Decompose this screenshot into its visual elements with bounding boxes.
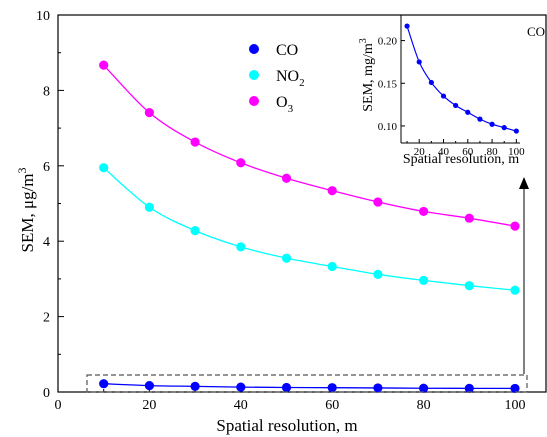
data-point-no2: [373, 269, 383, 279]
inset-label: CO: [527, 24, 545, 39]
legend-marker-o3: [249, 96, 259, 106]
x-axis-label: Spatial resolution, m: [216, 416, 357, 435]
legend-label-co: CO: [276, 42, 298, 59]
x-tick-label: 20: [142, 398, 156, 413]
x-tick-label: 0: [55, 398, 62, 413]
data-point-co: [190, 381, 200, 391]
data-point-o3: [373, 197, 383, 207]
inset-data-point: [477, 116, 483, 122]
inset-data-point: [513, 128, 519, 134]
y-axis-label-sup: 3: [15, 167, 29, 173]
legend: CO NO2 O3: [249, 42, 305, 115]
data-point-no2: [99, 163, 109, 173]
data-point-co: [419, 383, 429, 393]
data-point-o3: [419, 206, 429, 217]
inset-y-axis-label: SEM, mg/m3: [358, 38, 376, 111]
data-point-no2: [144, 202, 155, 212]
data-point-co: [373, 383, 383, 393]
legend-marker-co: [249, 44, 259, 54]
inset-y-tick-label: 0.15: [378, 78, 398, 90]
y-tick-label: 2: [43, 311, 50, 326]
inset-x-tick-label: 60: [462, 146, 474, 158]
inset-data-point: [489, 121, 495, 127]
inset-data-point: [453, 102, 459, 109]
data-point-o3: [190, 137, 200, 147]
y-axis-label: SEM, μg/m3: [15, 167, 37, 252]
data-point-co: [464, 383, 474, 393]
data-point-co: [327, 383, 337, 393]
x-tick-label: 40: [234, 398, 248, 413]
data-point-co: [99, 379, 109, 389]
inset-y-tick-label: 0.10: [378, 121, 398, 133]
inset-data-point: [465, 109, 471, 115]
inset-x-tick-label: 20: [414, 146, 426, 158]
inset-x-tick-label: 80: [487, 146, 499, 158]
data-point-no2: [236, 242, 246, 252]
x-tick-label: 100: [505, 398, 526, 413]
inset-series: [404, 23, 519, 134]
x-tick-label: 80: [417, 398, 431, 413]
inset-axes: [400, 15, 520, 144]
inset-x-tick-label: 100: [508, 146, 525, 158]
y-tick-label: 4: [43, 235, 50, 250]
main-series: [99, 60, 520, 394]
co-highlight-box: [86, 374, 528, 393]
inset-data-point: [404, 23, 410, 29]
data-point-o3: [281, 173, 292, 183]
data-point-o3: [99, 60, 109, 70]
y-tick-label: 0: [43, 386, 50, 401]
inset-data-point: [428, 79, 434, 86]
legend-label-no2: NO2: [276, 68, 305, 89]
inset-y-axis-label-sup: 3: [358, 38, 369, 43]
data-point-o3: [144, 108, 155, 118]
legend-marker-no2: [249, 70, 259, 80]
main-axes: [57, 14, 547, 393]
legend-label-o3: O3: [276, 94, 294, 115]
inset-y-axis-label-main: SEM, mg/m: [361, 43, 376, 112]
data-point-co: [510, 383, 520, 394]
data-point-o3: [236, 158, 246, 168]
y-tick-label: 10: [36, 9, 50, 24]
series-curve-no2: [103, 167, 516, 291]
data-point-no2: [281, 253, 292, 263]
inset-series-curve: [406, 25, 517, 132]
data-point-no2: [419, 275, 429, 286]
data-point-o3: [510, 221, 520, 231]
y-tick-label: 6: [43, 160, 50, 175]
inset-data-point: [416, 59, 422, 65]
data-point-co: [236, 382, 246, 392]
series-curve-co: [103, 383, 516, 390]
data-point-no2: [464, 281, 474, 291]
series-curve-o3: [103, 64, 516, 227]
inset-ticks: 20 40 60 80 100 0.10 0.15 0.20: [378, 36, 525, 158]
data-point-co: [281, 382, 292, 393]
inset-data-point: [440, 93, 447, 99]
data-point-no2: [510, 285, 520, 295]
plot-frame: [57, 14, 547, 393]
inset-data-point: [501, 125, 507, 131]
y-axis-label-main: SEM, μg/m: [18, 173, 37, 252]
data-point-o3: [464, 213, 474, 223]
inset-x-axis-label: Spatial resolution, m: [403, 152, 519, 167]
data-point-o3: [327, 186, 337, 196]
inset-arrow-head: [519, 177, 529, 189]
data-point-no2: [190, 226, 200, 236]
inset-x-tick-label: 40: [438, 146, 450, 158]
y-tick-label: 8: [43, 84, 50, 99]
data-point-co: [144, 380, 155, 391]
data-point-no2: [327, 261, 337, 272]
x-tick-label: 60: [325, 398, 339, 413]
inset-y-tick-label: 0.20: [378, 36, 398, 48]
